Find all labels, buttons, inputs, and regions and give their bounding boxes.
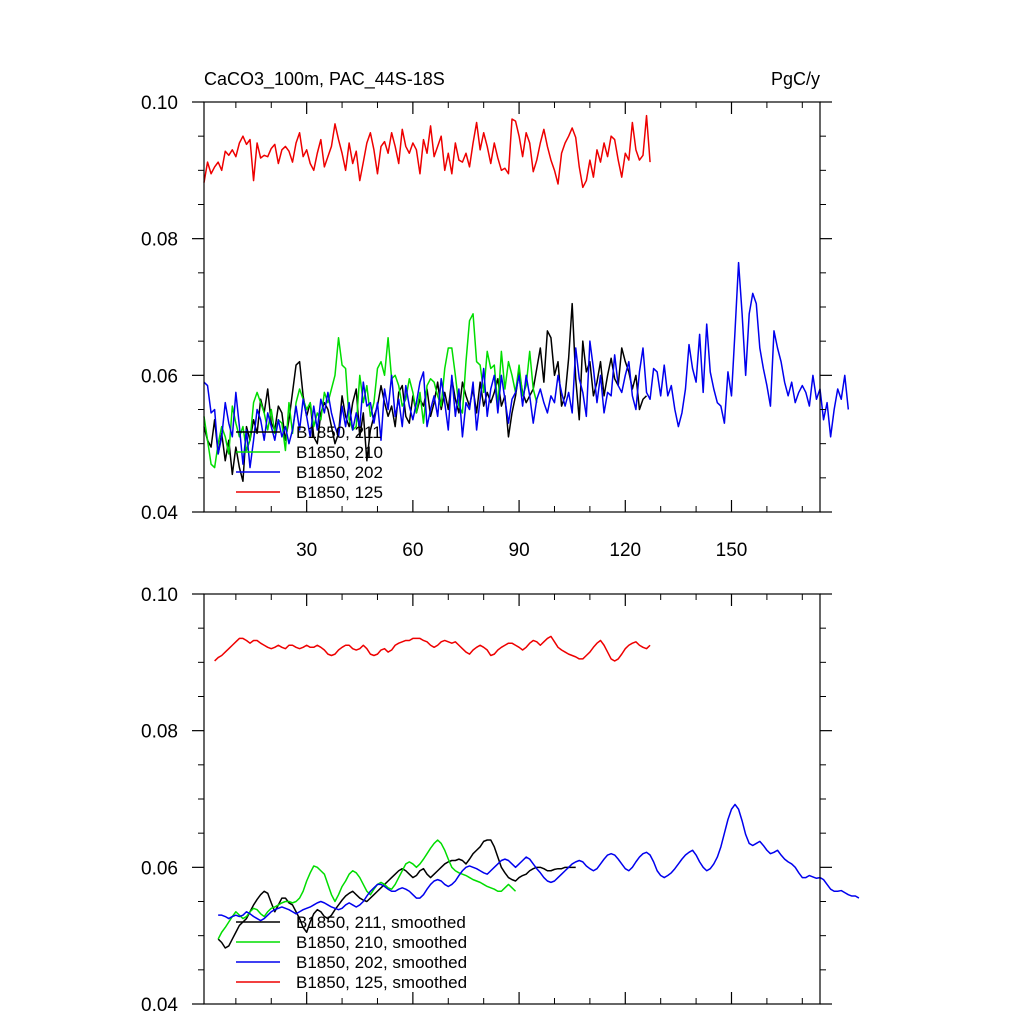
bottom-legend-label-3: B1850, 125, smoothed: [296, 973, 467, 992]
bottom-y-tick-label: 0.04: [141, 995, 178, 1016]
top-series-line-3: [203, 114, 651, 189]
bottom-y-tick-label: 0.08: [141, 722, 178, 743]
bottom-panel: 0.040.060.080.10 B1850, 211, smoothedB18…: [141, 585, 860, 1016]
top-x-tick-label: 90: [509, 540, 530, 561]
top-panel-units: PgC/y: [771, 69, 820, 89]
top-y-tick-label: 0.06: [141, 366, 178, 387]
top-y-tick-label: 0.08: [141, 230, 178, 251]
top-x-tick-label: 150: [716, 540, 748, 561]
bottom-legend-label-2: B1850, 202, smoothed: [296, 953, 467, 972]
bottom-y-tick-label: 0.10: [141, 585, 178, 606]
top-legend-label-0: B1850, 211: [296, 423, 382, 442]
bottom-series-line-1: [217, 839, 517, 940]
top-legend-label-1: B1850, 210: [296, 443, 383, 462]
top-legend-label-3: B1850, 125: [296, 483, 383, 502]
bottom-panel-axes-layer: 0.04 0.06 0.08 0.10: [141, 585, 832, 1016]
bottom-y-tick-label: 0.06: [141, 858, 178, 879]
top-panel-title: CaCO3_100m, PAC_44S-18S: [204, 69, 445, 90]
bottom-legend-label-0: B1850, 211, smoothed: [296, 913, 466, 932]
top-x-tick-label: 30: [296, 540, 317, 561]
top-panel: CaCO3_100m, PAC_44S-18S PgC/y 30 60 90 120 1…: [141, 69, 850, 561]
top-legend-label-2: B1850, 202: [296, 463, 383, 482]
bottom-series-line-3: [214, 635, 651, 662]
top-x-tick-label: 60: [402, 540, 423, 561]
top-y-tick-label: 0.04: [141, 503, 178, 524]
bottom-series-line-2: [218, 803, 860, 922]
top-panel-axes-layer: 30 60 90 120 150 0.04 0.06 0.08 0.10: [141, 93, 832, 561]
top-y-tick-label: 0.10: [141, 93, 178, 114]
top-panel-series-layer: [203, 114, 850, 482]
top-series-line-2: [203, 261, 850, 469]
bottom-panel-series-layer: [214, 635, 860, 949]
bottom-legend-label-1: B1850, 210, smoothed: [296, 933, 467, 952]
top-series-line-1: [203, 313, 538, 469]
top-x-tick-label: 120: [609, 540, 641, 561]
